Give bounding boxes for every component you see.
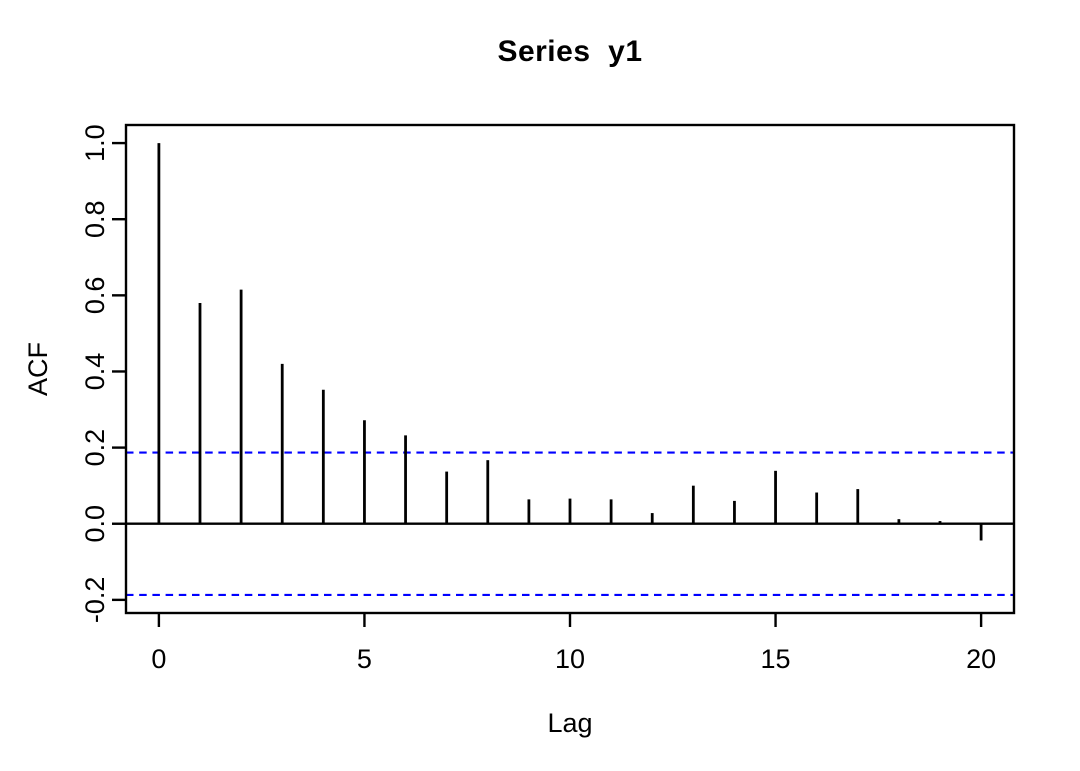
x-tick-label: 0 <box>151 644 166 674</box>
y-tick-label: 1.0 <box>80 124 110 162</box>
y-tick-label: 0.8 <box>80 200 110 238</box>
plot-frame <box>124 123 1016 615</box>
y-tick-label: 0.2 <box>80 429 110 467</box>
y-tick-label: 0.0 <box>80 505 110 543</box>
y-tick-label: 0.6 <box>80 277 110 315</box>
x-tick-label: 15 <box>761 644 791 674</box>
chart-layer: 0 5 10 15 20 1.0 0.8 0.6 0.4 0.2 0.0 -0.2 <box>80 123 1016 674</box>
x-tick-label: 5 <box>357 644 372 674</box>
chart-title: Series y1 <box>497 35 642 68</box>
y-tick-label: 0.4 <box>80 353 110 391</box>
y-tick-label: -0.2 <box>80 577 110 624</box>
x-axis-label: Lag <box>547 708 592 738</box>
x-tick-label: 10 <box>555 644 585 674</box>
y-axis-label: ACF <box>23 342 53 396</box>
x-tick-label: 20 <box>966 644 996 674</box>
